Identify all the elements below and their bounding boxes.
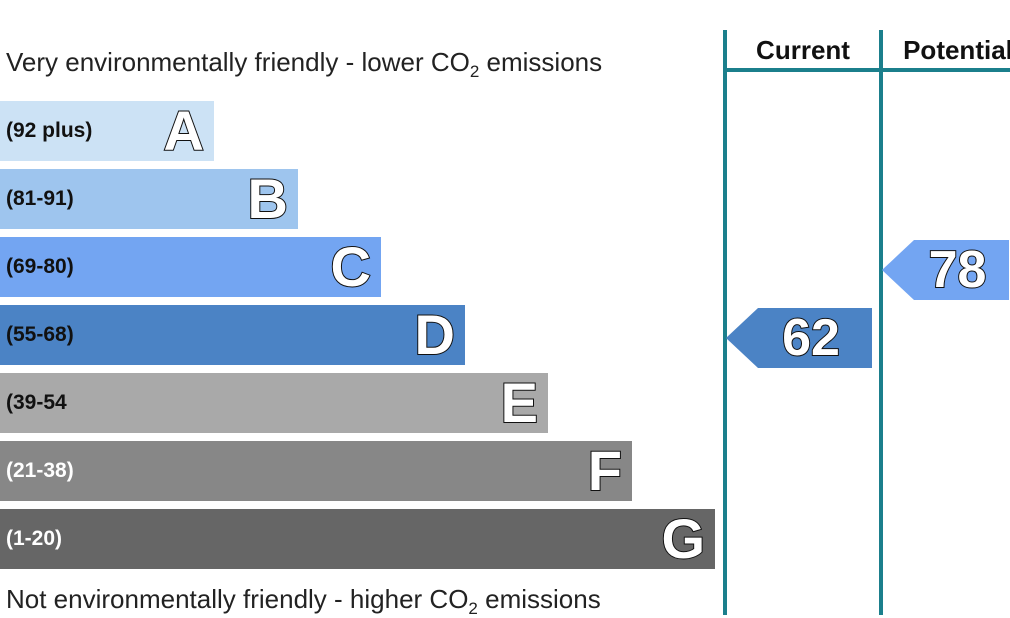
bottom-caption: Not environmentally friendly - higher CO… [6,584,601,617]
band-d: (55-68) D [0,303,465,366]
band-g-letter: G [660,507,706,570]
band-b: (81-91) B [0,167,298,230]
header-rule [723,68,1010,72]
band-f-range: (21-38) [6,459,74,482]
potential-rating-arrow: 78 [882,240,1009,300]
band-c: (69-80) C [0,235,381,298]
band-c-range: (69-80) [6,255,74,278]
band-a-letter: A [163,99,205,162]
current-rating-value: 62 [781,308,841,368]
band-g: (1-20) G [0,507,715,570]
band-d-letter: D [414,303,456,366]
potential-column-header: Potential [903,35,1010,65]
bottom-caption-tail: emissions [477,584,601,614]
band-e-range: (39-54 [6,391,67,414]
top-caption-text: Very environmentally friendly - lower CO [6,47,470,77]
band-d-range: (55-68) [6,323,74,346]
band-b-letter: B [247,167,289,230]
current-rating-arrow: 62 [726,308,872,368]
bottom-caption-subscript: 2 [468,599,478,618]
band-c-letter: C [330,235,372,298]
potential-rating-value: 78 [928,240,988,300]
band-b-range: (81-91) [6,187,74,210]
current-column-header: Current [756,35,850,65]
band-e-letter: E [500,371,539,434]
band-g-range: (1-20) [6,527,63,550]
band-f-letter: F [587,439,623,502]
top-caption: Very environmentally friendly - lower CO… [6,47,603,80]
top-caption-tail: emissions [479,47,603,77]
band-a-range: (92 plus) [6,119,93,142]
top-caption-subscript: 2 [469,62,480,81]
current-arrow-shape [726,308,872,368]
band-f: (21-38) F [0,439,632,502]
column-rule-left [723,30,727,615]
column-rule-middle [879,30,883,615]
band-a: (92 plus) A [0,99,214,162]
potential-arrow-shape [882,240,1009,300]
bottom-caption-text: Not environmentally friendly - higher CO [6,584,469,614]
band-e: (39-54 E [0,371,548,434]
